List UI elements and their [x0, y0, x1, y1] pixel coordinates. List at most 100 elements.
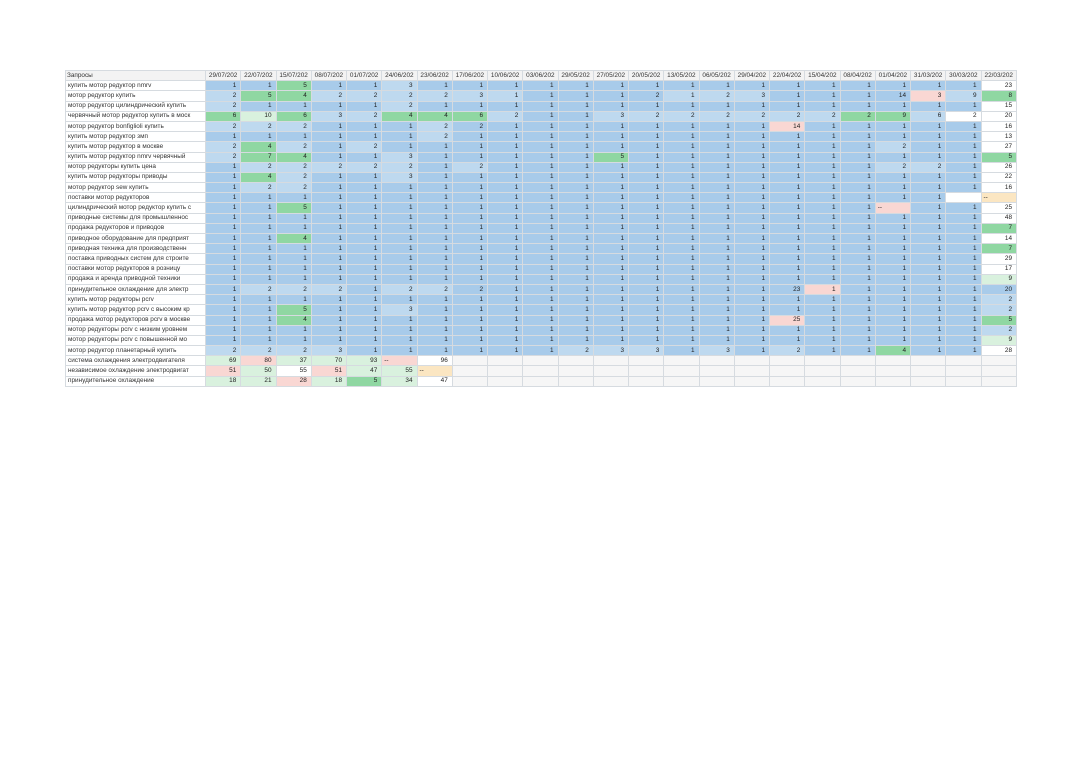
value-cell[interactable]: 1 — [663, 324, 700, 336]
value-cell[interactable]: 1 — [945, 283, 982, 296]
value-cell[interactable]: 80 — [240, 355, 277, 367]
value-cell[interactable] — [486, 375, 524, 387]
header-date[interactable]: 01/07/202 — [345, 69, 383, 82]
value-cell[interactable]: 2 — [381, 100, 418, 112]
value-cell[interactable]: 1 — [839, 334, 876, 347]
value-cell[interactable] — [980, 375, 1017, 387]
value-cell[interactable]: 1 — [486, 212, 524, 224]
value-cell[interactable] — [909, 375, 947, 387]
value-cell[interactable]: 4 — [240, 171, 277, 184]
value-cell[interactable]: 20 — [980, 283, 1017, 296]
value-cell[interactable]: 1 — [839, 100, 876, 112]
value-cell[interactable]: 1 — [698, 120, 735, 133]
value-cell[interactable]: 2 — [980, 304, 1017, 316]
value-cell[interactable]: 1 — [416, 294, 453, 306]
value-cell[interactable]: 1 — [733, 222, 771, 235]
value-cell[interactable]: 1 — [240, 324, 277, 336]
value-cell[interactable]: 2 — [240, 283, 277, 296]
value-cell[interactable]: 1 — [557, 324, 594, 336]
value-cell[interactable]: 1 — [522, 80, 559, 92]
header-date[interactable]: 24/06/202 — [381, 69, 418, 82]
value-cell[interactable]: 1 — [874, 314, 912, 326]
value-cell[interactable]: 5 — [275, 80, 312, 92]
query-cell[interactable]: купить мотор редуктор змп — [65, 131, 206, 143]
value-cell[interactable]: 3 — [381, 304, 418, 316]
value-cell[interactable] — [522, 355, 559, 367]
value-cell[interactable]: 1 — [874, 222, 912, 235]
value-cell[interactable]: 1 — [486, 171, 524, 184]
value-cell[interactable]: 1 — [698, 334, 735, 347]
value-cell[interactable]: 1 — [240, 131, 277, 143]
value-cell[interactable]: 1 — [733, 345, 771, 357]
value-cell[interactable] — [945, 375, 982, 387]
value-cell[interactable] — [592, 375, 630, 387]
value-cell[interactable] — [698, 365, 735, 377]
value-cell[interactable]: 1 — [698, 243, 735, 255]
value-cell[interactable]: 1 — [839, 161, 876, 173]
value-cell[interactable]: 2 — [451, 120, 489, 133]
value-cell[interactable]: 1 — [522, 304, 559, 316]
value-cell[interactable]: 1 — [310, 314, 348, 326]
value-cell[interactable]: 1 — [486, 131, 524, 143]
value-cell[interactable]: 2 — [416, 131, 453, 143]
value-cell[interactable]: 4 — [874, 345, 912, 357]
value-cell[interactable] — [804, 365, 841, 377]
value-cell[interactable]: 1 — [663, 212, 700, 224]
value-cell[interactable]: 1 — [909, 345, 947, 357]
value-cell[interactable]: 1 — [204, 334, 242, 347]
value-cell[interactable]: 1 — [804, 273, 841, 285]
query-cell[interactable]: купить мотор редуктор в москве — [65, 141, 206, 153]
header-date[interactable]: 22/03/202 — [980, 69, 1017, 82]
value-cell[interactable]: 1 — [310, 131, 348, 143]
value-cell[interactable]: 1 — [945, 232, 982, 245]
query-cell[interactable]: цилиндрический мотор редуктор купить с — [65, 202, 206, 214]
value-cell[interactable]: 1 — [204, 222, 242, 235]
value-cell[interactable]: 1 — [345, 334, 383, 347]
query-cell[interactable]: приводные системы для промышленнос — [65, 212, 206, 224]
value-cell[interactable]: 1 — [839, 212, 876, 224]
value-cell[interactable]: 3 — [381, 151, 418, 163]
value-cell[interactable]: 20 — [980, 110, 1017, 122]
value-cell[interactable]: 3 — [381, 80, 418, 92]
value-cell[interactable]: 1 — [451, 151, 489, 163]
value-cell[interactable]: 3 — [592, 345, 630, 357]
value-cell[interactable]: 1 — [909, 314, 947, 326]
value-cell[interactable]: 1 — [592, 314, 630, 326]
value-cell[interactable]: 1 — [874, 120, 912, 133]
value-cell[interactable]: 1 — [733, 171, 771, 184]
value-cell[interactable]: 1 — [804, 222, 841, 235]
value-cell[interactable]: 1 — [698, 141, 735, 153]
value-cell[interactable]: 1 — [909, 202, 947, 214]
value-cell[interactable]: 1 — [592, 131, 630, 143]
value-cell[interactable]: 1 — [874, 253, 912, 265]
value-cell[interactable]: 1 — [592, 80, 630, 92]
value-cell[interactable]: 1 — [874, 171, 912, 184]
value-cell[interactable]: 1 — [486, 345, 524, 357]
value-cell[interactable]: 6 — [451, 110, 489, 122]
value-cell[interactable]: 1 — [557, 232, 594, 245]
value-cell[interactable]: 1 — [204, 314, 242, 326]
value-cell[interactable]: 1 — [486, 202, 524, 214]
value-cell[interactable]: 4 — [275, 314, 312, 326]
value-cell[interactable]: 1 — [522, 100, 559, 112]
value-cell[interactable]: 1 — [522, 141, 559, 153]
value-cell[interactable]: 1 — [557, 263, 594, 275]
value-cell[interactable]: 1 — [768, 243, 806, 255]
value-cell[interactable]: 1 — [416, 182, 453, 194]
value-cell[interactable]: 1 — [804, 283, 841, 296]
value-cell[interactable]: 1 — [345, 314, 383, 326]
value-cell[interactable] — [980, 365, 1017, 377]
value-cell[interactable]: 1 — [768, 294, 806, 306]
value-cell[interactable]: 1 — [451, 314, 489, 326]
value-cell[interactable]: 1 — [839, 304, 876, 316]
value-cell[interactable]: 27 — [980, 141, 1017, 153]
value-cell[interactable]: 1 — [345, 192, 383, 204]
value-cell[interactable]: 1 — [345, 243, 383, 255]
value-cell[interactable]: 50 — [240, 365, 277, 377]
value-cell[interactable]: 2 — [204, 100, 242, 112]
value-cell[interactable]: 2 — [275, 120, 312, 133]
value-cell[interactable]: 1 — [592, 90, 630, 102]
value-cell[interactable]: 1 — [310, 222, 348, 235]
value-cell[interactable]: 1 — [381, 324, 418, 336]
value-cell[interactable] — [839, 375, 876, 387]
